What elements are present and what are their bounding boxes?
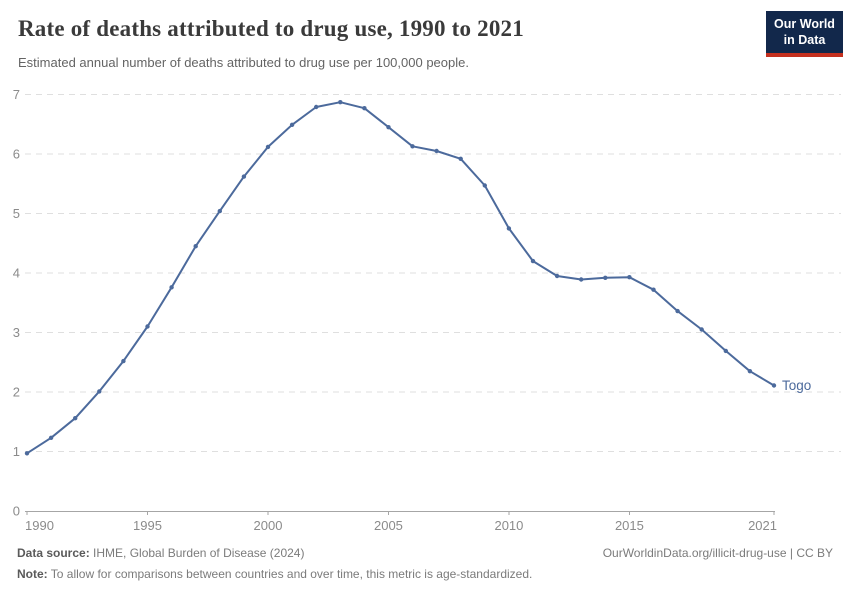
y-tick-label: 1 xyxy=(13,444,20,459)
data-point xyxy=(338,100,343,105)
x-tick-label: 2015 xyxy=(615,518,644,533)
x-tick-label: 2021 xyxy=(748,518,777,533)
data-point xyxy=(73,416,78,421)
x-tick-label: 1995 xyxy=(133,518,162,533)
y-tick-label: 2 xyxy=(13,385,20,400)
owid-logo-line1: Our World xyxy=(774,17,835,31)
data-point xyxy=(241,174,247,179)
y-tick-label: 0 xyxy=(13,504,20,519)
data-point xyxy=(627,275,632,280)
data-point xyxy=(121,358,126,364)
data-point xyxy=(24,451,30,456)
data-point xyxy=(289,122,295,128)
datasource-label: Data source: xyxy=(17,546,90,560)
data-point xyxy=(723,348,728,354)
data-point xyxy=(458,156,463,161)
page-title: Rate of deaths attributed to drug use, 1… xyxy=(18,16,524,41)
note-label: Note: xyxy=(17,567,48,581)
data-point xyxy=(699,327,704,332)
y-tick-label: 3 xyxy=(13,325,20,340)
data-point xyxy=(169,285,174,290)
y-tick-label: 5 xyxy=(13,206,20,221)
series-label-togo: Togo xyxy=(782,378,811,393)
page-subtitle: Estimated annual number of deaths attrib… xyxy=(18,55,469,70)
x-tick-label: 1990 xyxy=(25,518,54,533)
data-point xyxy=(97,389,102,394)
data-point xyxy=(314,104,319,110)
datasource-text: Data source: IHME, Global Burden of Dise… xyxy=(17,546,305,560)
x-tick-label: 2000 xyxy=(254,518,283,533)
data-point xyxy=(506,226,512,231)
owid-logo: Our World in Data xyxy=(766,11,843,57)
data-point xyxy=(603,275,608,280)
data-point xyxy=(675,308,680,314)
data-point xyxy=(193,244,198,249)
data-point xyxy=(771,383,777,388)
data-point xyxy=(482,183,487,188)
owid-logo-line2: in Data xyxy=(783,32,826,47)
x-tick-label: 2010 xyxy=(494,518,523,533)
y-tick-label: 4 xyxy=(13,266,20,281)
data-point xyxy=(386,125,391,130)
data-point xyxy=(651,287,656,292)
data-point xyxy=(579,277,584,282)
x-tick-label: 2005 xyxy=(374,518,403,533)
y-tick-label: 6 xyxy=(13,147,20,162)
data-point xyxy=(145,324,150,329)
data-point xyxy=(362,106,367,111)
trend-line xyxy=(26,101,775,455)
data-point xyxy=(217,208,222,214)
data-point xyxy=(410,144,415,149)
data-point xyxy=(554,273,560,279)
footer-note: Note: To allow for comparisons between c… xyxy=(17,567,533,581)
y-tick-label: 7 xyxy=(13,87,20,102)
data-point xyxy=(747,369,753,374)
data-point xyxy=(48,435,54,440)
footer-url: OurWorldinData.org/illicit-drug-use | CC… xyxy=(602,546,833,560)
data-point xyxy=(434,148,439,154)
data-point xyxy=(530,258,536,264)
footer-datasource: Data source: IHME, Global Burden of Dise… xyxy=(17,546,833,560)
data-point xyxy=(265,144,271,150)
